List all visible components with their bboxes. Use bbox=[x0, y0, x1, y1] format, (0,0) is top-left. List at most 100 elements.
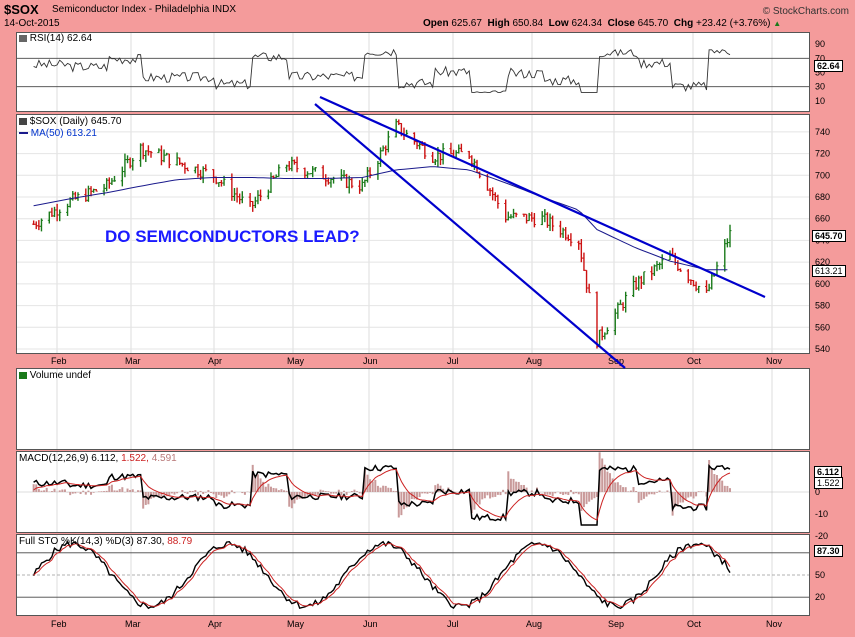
price-swatch-icon bbox=[19, 117, 27, 125]
macd-histogram-bar bbox=[611, 478, 614, 492]
macd-histogram-bar bbox=[551, 492, 554, 497]
macd-histogram-bar bbox=[301, 492, 304, 499]
macd-histogram-bar bbox=[392, 490, 395, 492]
macd-histogram-bar bbox=[507, 471, 510, 492]
macd-histogram-bar bbox=[144, 492, 147, 505]
macd-histogram-bar bbox=[43, 490, 46, 492]
x-tick-label: May bbox=[287, 356, 305, 366]
macd-histogram-bar bbox=[436, 483, 439, 492]
macd-histogram-bar bbox=[554, 492, 557, 494]
macd-histogram-bar bbox=[619, 485, 622, 492]
macd-histogram-bar bbox=[635, 491, 638, 492]
macd-histogram-bar bbox=[100, 491, 103, 492]
macd-histogram-bar bbox=[653, 492, 656, 495]
x-tick-label: Oct bbox=[687, 356, 702, 366]
macd-histogram-bar bbox=[413, 492, 416, 500]
rsi-tick-label: 30 bbox=[815, 82, 825, 92]
macd-histogram-bar bbox=[207, 490, 210, 492]
sto-d-line bbox=[33, 543, 731, 607]
sto-tick-label: 20 bbox=[815, 592, 825, 602]
rsi-value-tag: 62.64 bbox=[814, 60, 843, 72]
macd-histogram-bar bbox=[504, 492, 507, 495]
macd-histogram-bar bbox=[679, 492, 682, 503]
macd-histogram-bar bbox=[314, 492, 317, 496]
close-label: Close bbox=[607, 18, 635, 29]
low-label: Low bbox=[548, 18, 569, 29]
x-tick-label: May bbox=[287, 619, 305, 629]
sto-value-tag: 87.30 bbox=[814, 545, 843, 557]
x-tick-label: Feb bbox=[51, 619, 67, 629]
macd-histogram-bar bbox=[705, 492, 708, 497]
macd-histogram-bar bbox=[264, 486, 267, 492]
macd-histogram-bar bbox=[92, 492, 95, 493]
rsi-title: RSI(14) 62.64 bbox=[19, 33, 92, 44]
macd-histogram-bar bbox=[543, 492, 546, 495]
macd-histogram-bar bbox=[97, 491, 100, 492]
macd-histogram-bar bbox=[405, 492, 408, 508]
macd-histogram-bar bbox=[103, 491, 106, 492]
sto-k-line bbox=[32, 540, 731, 610]
macd-histogram-bar bbox=[194, 490, 197, 492]
brand-watermark: © StockCharts.com bbox=[762, 6, 849, 17]
macd-histogram-bar bbox=[676, 492, 679, 505]
macd-histogram-bar bbox=[687, 492, 690, 498]
macd-histogram-bar bbox=[387, 487, 390, 492]
macd-histogram-bar bbox=[241, 492, 244, 494]
macd-histogram-bar bbox=[721, 480, 724, 492]
macd-histogram-bar bbox=[650, 492, 653, 495]
symbol: $SOX bbox=[4, 2, 39, 17]
macd-histogram-bar bbox=[426, 492, 429, 494]
macd-histogram-bar bbox=[288, 492, 291, 507]
macd-histogram-bar bbox=[181, 490, 184, 492]
macd-histogram-bar bbox=[593, 492, 596, 499]
macd-histogram-bar bbox=[290, 492, 293, 509]
macd-histogram-bar bbox=[63, 489, 66, 492]
macd-histogram-bar bbox=[595, 492, 598, 497]
x-tick-label: Aug bbox=[526, 619, 542, 629]
macd-histogram-bar bbox=[157, 492, 160, 497]
macd-histogram-bar bbox=[183, 492, 186, 493]
price-tick-label: 700 bbox=[815, 170, 830, 180]
macd-histogram-bar bbox=[434, 485, 437, 492]
macd-histogram-bar bbox=[215, 492, 218, 499]
price-tick-label: 540 bbox=[815, 344, 830, 354]
macd-histogram-bar bbox=[40, 490, 43, 492]
macd-histogram-bar bbox=[723, 485, 726, 492]
high-label: High bbox=[487, 18, 510, 29]
macd-histogram-bar bbox=[358, 492, 361, 494]
macd-histogram-bar bbox=[442, 488, 445, 492]
macd-histogram-bar bbox=[118, 489, 121, 492]
macd-histogram-bar bbox=[113, 490, 116, 492]
macd-histogram-bar bbox=[421, 492, 424, 494]
macd-histogram-bar bbox=[37, 489, 40, 492]
low-value: 624.34 bbox=[571, 18, 603, 29]
x-tick-label: Jun bbox=[363, 356, 378, 366]
macd-histogram-bar bbox=[90, 492, 93, 495]
macd-histogram-bar bbox=[627, 491, 630, 492]
macd-histogram-bar bbox=[371, 481, 374, 492]
macd-histogram-bar bbox=[674, 492, 677, 507]
macd-histogram-bar bbox=[697, 491, 700, 492]
macd-histogram-bar bbox=[155, 492, 158, 497]
macd-histogram-bar bbox=[230, 490, 233, 492]
price-tick-label: 740 bbox=[815, 127, 830, 137]
macd-histogram-bar bbox=[189, 490, 192, 492]
volume-title: Volume undef bbox=[19, 370, 91, 381]
macd-histogram-bar bbox=[309, 492, 312, 494]
macd-histogram-bar bbox=[350, 490, 353, 492]
macd-histogram-bar bbox=[311, 492, 314, 496]
macd-histogram-bar bbox=[569, 489, 572, 492]
macd-histogram-bar bbox=[32, 484, 35, 492]
macd-histogram-bar bbox=[329, 492, 332, 494]
macd-histogram-bar bbox=[379, 487, 382, 492]
x-tick-label: Mar bbox=[125, 619, 141, 629]
macd-histogram-bar bbox=[139, 490, 142, 492]
macd-histogram-bar bbox=[121, 487, 124, 492]
macd-histogram-bar bbox=[322, 490, 325, 492]
x-tick-label: Apr bbox=[208, 356, 222, 366]
chg-value: +23.42 (+3.76%) bbox=[696, 18, 771, 29]
x-tick-label: Apr bbox=[208, 619, 222, 629]
macd-histogram-bar bbox=[74, 492, 77, 494]
macd-histogram-bar bbox=[481, 492, 484, 500]
macd-histogram-bar bbox=[416, 492, 419, 500]
